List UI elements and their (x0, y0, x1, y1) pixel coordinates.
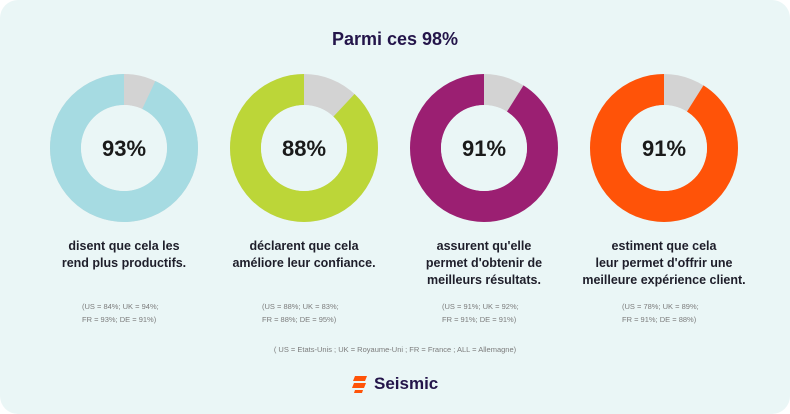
donut-value-slice (50, 74, 198, 222)
description-line: meilleure expérience client. (582, 273, 746, 287)
donut-percent-label: 93% (102, 136, 146, 161)
note-line: FR = 91%; DE = 91%) (442, 315, 517, 324)
donut-percent-label: 88% (282, 136, 326, 161)
note-line: (US = 78%; UK = 89%; (622, 302, 699, 311)
seismic-logo-icon (352, 376, 367, 393)
brand-name: Seismic (374, 374, 439, 393)
country-breakdown-note: (US = 84%; UK = 94%; FR = 93%; DE = 91%) (82, 300, 222, 326)
description-line: meilleurs résultats. (427, 273, 541, 287)
donut-4: 91% (590, 74, 738, 222)
donut-hole (441, 105, 527, 191)
note-line: FR = 88%; DE = 95%) (262, 315, 337, 324)
note-line: FR = 93%; DE = 91%) (82, 315, 157, 324)
description-line: permet d'obtenir de (425, 256, 543, 270)
description-line: estiment que cela (611, 239, 717, 253)
donut-2: 88% (230, 74, 378, 222)
description-line: améliore leur confiance. (232, 256, 376, 270)
brand-logo: Seismic (352, 371, 438, 397)
donut-value-slice (230, 74, 378, 222)
donut-3: 91% (410, 74, 558, 222)
donut-percent-label: 91% (462, 136, 506, 161)
donut-percent-label: 91% (642, 136, 686, 161)
description-line: disent que cela les (68, 239, 180, 253)
description-line: rend plus productifs. (61, 256, 187, 270)
description-line: assurent qu'elle (436, 239, 532, 253)
description-line: leur permet d'offrir une (595, 256, 733, 270)
donut-1: 93% (50, 74, 198, 222)
stat-description: assurent qu'elle permet d'obtenir de meill… (389, 238, 579, 289)
note-line: (US = 84%; UK = 94%; (82, 302, 159, 311)
country-legend: ( US = Etats-Unis ; UK = Royaume-Uni ; F… (273, 345, 517, 354)
country-breakdown-note: (US = 78%; UK = 89%; FR = 91%; DE = 88%) (622, 300, 762, 326)
donut-hole (621, 105, 707, 191)
page-title: Parmi ces 98% (331, 29, 459, 49)
country-breakdown-note: (US = 91%; UK = 92%; FR = 91%; DE = 91%) (442, 300, 582, 326)
description-line: déclarent que cela (249, 239, 359, 253)
note-line: FR = 91%; DE = 88%) (622, 315, 697, 324)
stat-description: disent que cela les rend plus productifs. (29, 238, 219, 272)
note-line: (US = 88%; UK = 83%; (262, 302, 339, 311)
note-line: (US = 91%; UK = 92%; (442, 302, 519, 311)
country-breakdown-note: (US = 88%; UK = 83%; FR = 88%; DE = 95%) (262, 300, 402, 326)
stat-description: déclarent que cela améliore leur confianc… (209, 238, 399, 272)
donut-hole (81, 105, 167, 191)
donut-value-slice (590, 74, 738, 222)
donut-hole (261, 105, 347, 191)
donut-value-slice (410, 74, 558, 222)
stat-description: estiment que cela leur permet d'offrir un… (569, 238, 759, 289)
